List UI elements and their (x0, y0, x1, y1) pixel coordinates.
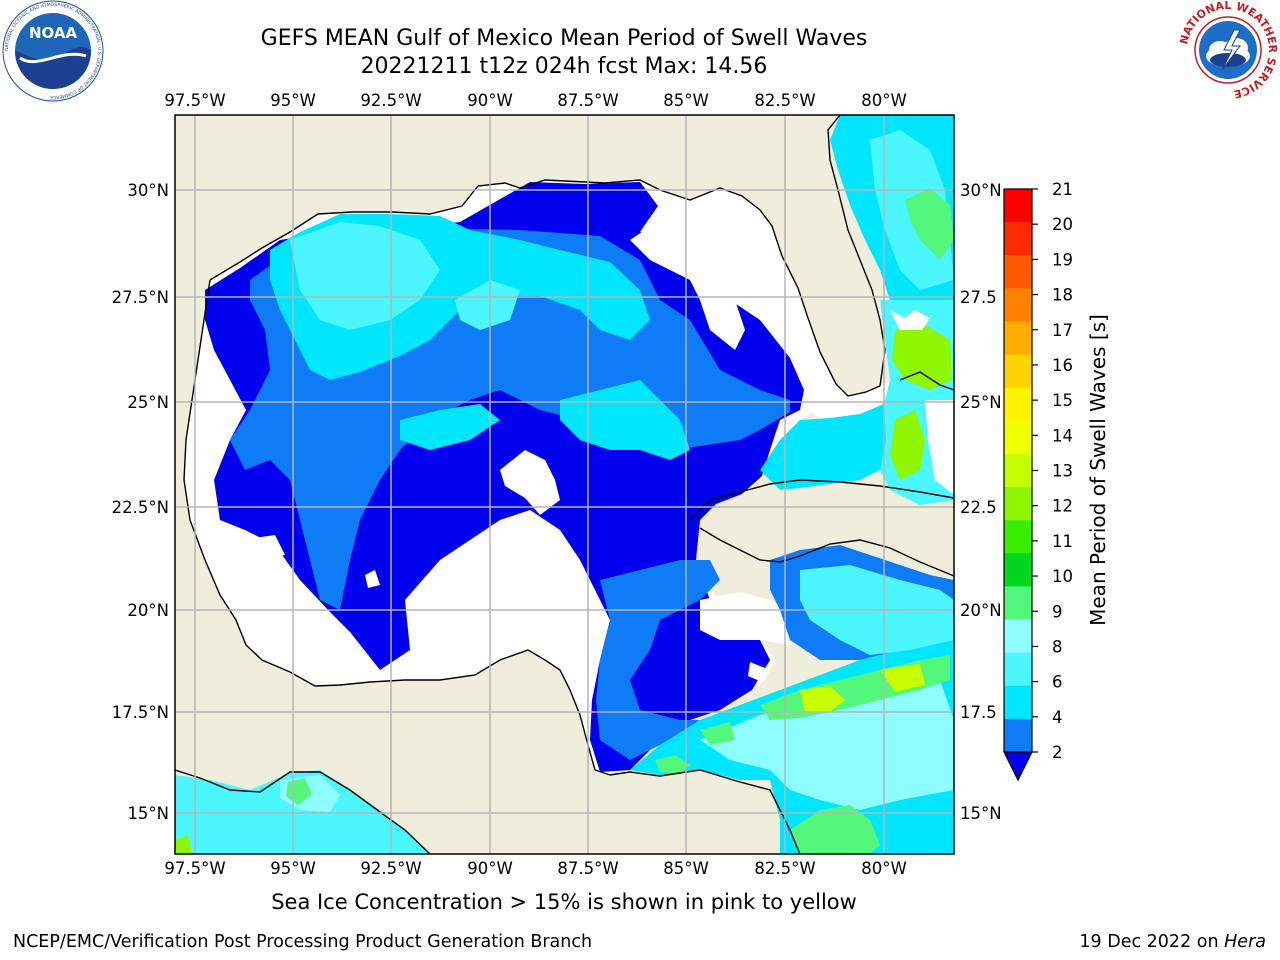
colorbar-label: 11 (1052, 532, 1073, 551)
map-frame (174, 114, 955, 855)
lat-tick-left: 17.5°N (112, 703, 169, 722)
chart-subtitle: 20221211 t12z 024h fcst Max: 14.56 (360, 54, 768, 79)
pacific-field-green2 (175, 835, 192, 854)
lat-tick-right: 27.5 (960, 288, 997, 307)
atlantic-field-green (905, 188, 954, 260)
lon-tick-top: 90°W (467, 91, 513, 110)
colorbar-segment (1004, 718, 1032, 753)
colorbar-segment (1004, 685, 1032, 720)
field-cyan-6 (290, 222, 440, 330)
colorbar-segment (1004, 586, 1032, 621)
sea-ice-note: Sea Ice Concentration > 15% is shown in … (271, 890, 857, 914)
lon-tick-bottom: 95°W (270, 859, 316, 878)
caribbean-green-south (790, 805, 880, 854)
noaa-logo: NOAA NATIONAL OCEANIC AND ATMOSPHERIC AD… (2, 0, 104, 102)
field-cyan-6-patch (455, 280, 520, 330)
machine-name: Hera (1224, 932, 1266, 952)
chart-title: GEFS MEAN Gulf of Mexico Mean Period of … (260, 26, 868, 51)
colorbar-label: 2 (1052, 743, 1063, 762)
lon-tick-top: 87.5°W (557, 91, 618, 110)
colorbar-label: 9 (1052, 602, 1063, 621)
colorbar-segment (1004, 553, 1032, 587)
colorbar-label: 10 (1052, 567, 1073, 586)
lat-tick-left: 27.5°N (112, 288, 169, 307)
field-cyan-4-center (560, 380, 690, 460)
colorbar-segment (1004, 189, 1032, 223)
caribbean-field-yellow (800, 664, 925, 712)
colorbar-label: 8 (1052, 637, 1063, 656)
lon-tick-bottom: 92.5°W (360, 859, 421, 878)
bahamas-field-green (892, 325, 952, 390)
date-text: 19 Dec 2022 on Hera (1079, 932, 1266, 952)
lon-tick-bottom: 90°W (467, 859, 513, 878)
colorbar-label: 12 (1052, 497, 1073, 516)
colorbar-label: 16 (1052, 356, 1073, 375)
colorbar-label: 18 (1052, 286, 1073, 305)
lat-tick-right: 20°N (960, 601, 1002, 620)
lat-tick-left: 30°N (127, 181, 169, 200)
colorbar-label: 20 (1052, 215, 1073, 234)
colorbar-segment (1004, 354, 1032, 389)
colorbar-segment (1004, 652, 1032, 687)
lon-tick-bottom: 80°W (861, 859, 907, 878)
date-value: 19 Dec 2022 on (1079, 932, 1219, 952)
lon-tick-top: 95°W (270, 91, 316, 110)
field-low-holes (240, 220, 800, 682)
colorbar-segment (1004, 255, 1032, 289)
lon-tick-bottom: 97.5°W (164, 859, 225, 878)
colorbar-segment (1004, 420, 1032, 455)
coastlines (175, 115, 954, 854)
colorbar-label: 6 (1052, 673, 1063, 692)
colorbar-extend-triangle (1003, 751, 1033, 782)
map-gridlines (175, 115, 954, 854)
lon-tick-bottom: 82.5°W (754, 859, 815, 878)
lon-tick-bottom: 85°W (663, 859, 709, 878)
colorbar-segment (1004, 619, 1032, 654)
noaa-logo-text: NOAA (29, 24, 78, 42)
colorbar-label: 17 (1052, 321, 1073, 340)
caribbean-green-west (655, 722, 735, 774)
bahamas-white (890, 310, 954, 495)
lon-tick-bottom: 87.5°W (557, 859, 618, 878)
lat-tick-left: 22.5°N (112, 498, 169, 517)
map-area (175, 115, 954, 854)
field-cyan-4-strip (400, 404, 500, 450)
lat-tick-right: 17.5 (960, 703, 997, 722)
colorbar-segment (1004, 387, 1032, 422)
lat-tick-right: 15°N (960, 804, 1002, 823)
colorbar-segment (1004, 321, 1032, 356)
lat-tick-right: 22.5 (960, 498, 997, 517)
lat-tick-left: 20°N (127, 601, 169, 620)
nws-logo: NATIONAL WEATHER SERVICE (1177, 0, 1279, 100)
straits-field (760, 404, 886, 490)
colorbar-label: 21 (1052, 180, 1073, 199)
credit-text: NCEP/EMC/Verification Post Processing Pr… (13, 932, 593, 952)
colorbar-label: 13 (1052, 462, 1073, 481)
bahamas-field-green2 (890, 410, 925, 480)
lon-tick-top: 97.5°W (164, 91, 225, 110)
colorbar-label: 14 (1052, 426, 1073, 445)
colorbar-label: 15 (1052, 391, 1073, 410)
lat-tick-left: 25°N (127, 393, 169, 412)
colorbar-segment (1004, 520, 1032, 554)
lat-tick-right: 30°N (960, 181, 1002, 200)
colorbar-title: Mean Period of Swell Waves [s] (1086, 314, 1110, 626)
colorbar-segment (1004, 453, 1032, 488)
lon-tick-top: 82.5°W (754, 91, 815, 110)
lat-tick-right: 25°N (960, 393, 1002, 412)
colorbar-label: 4 (1052, 708, 1063, 727)
colorbar-segment (1004, 288, 1032, 322)
colorbar-label: 19 (1052, 250, 1073, 269)
lon-tick-top: 80°W (861, 91, 907, 110)
lon-tick-top: 92.5°W (360, 91, 421, 110)
colorbar (1004, 189, 1032, 753)
colorbar-segment (1004, 222, 1032, 256)
lat-tick-left: 15°N (127, 804, 169, 823)
colorbar-segment (1004, 487, 1032, 521)
lon-tick-top: 85°W (663, 91, 709, 110)
